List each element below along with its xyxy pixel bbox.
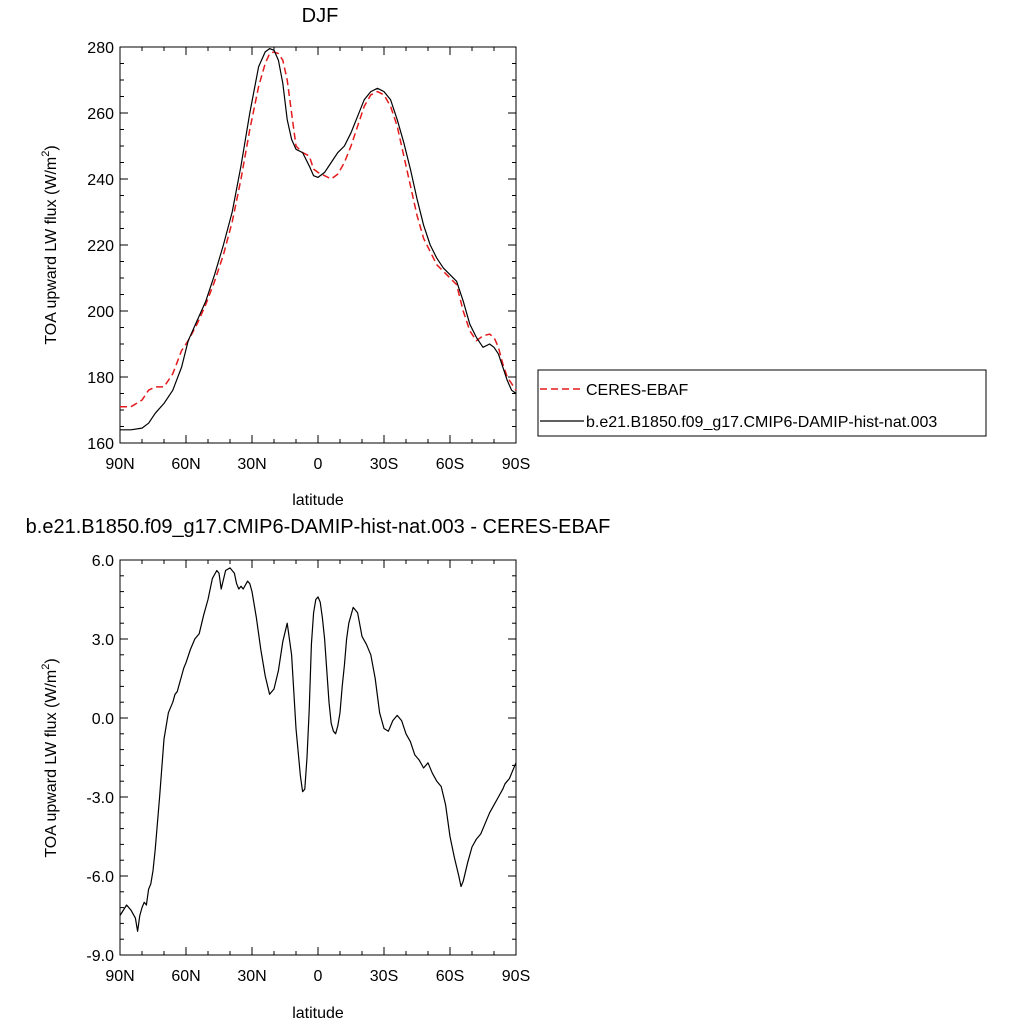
chart-bottom-xtick-label: 90N (105, 968, 134, 985)
chart-bottom-ylabel-main: TOA upward LW flux (W/m (43, 670, 60, 858)
chart-bottom-ylabel: TOA upward LW flux (W/m2) (40, 658, 60, 857)
chart-top-xtick-label: 30S (370, 456, 398, 473)
chart-bottom-xtick-label: 60N (171, 968, 200, 985)
chart-top-ytick-label: 240 (87, 172, 114, 189)
chart-top-xtick-label: 90N (105, 456, 134, 473)
chart-top-ytick-label: 260 (87, 106, 114, 123)
chart-top-ylabel-sup: 2 (40, 151, 52, 157)
chart-top-ytick-label: 160 (87, 436, 114, 453)
chart-bottom-frame (119, 559, 517, 956)
legend-label-ceres: CERES-EBAF (586, 382, 688, 399)
chart-top-xtick-label: 30N (237, 456, 266, 473)
chart-top-plot: 160 180 200 220 240 260 280 90N 60N 30N 0 30S 60S 90S (87, 40, 530, 473)
chart-bottom: b.e21.B1850.f09_g17.CMIP6-DAMIP-hist-nat… (26, 516, 611, 1022)
chart-bottom-xtick-label: 60S (436, 968, 464, 985)
chart-bottom-ytick-label: -6.0 (86, 869, 114, 886)
chart-bottom-xtick-label: 90S (502, 968, 530, 985)
chart-top-xtick-label: 60S (436, 456, 464, 473)
chart-bottom-plot: -9.0 -6.0 -3.0 0.0 3.0 6.0 90N 60N 30N 0 30S 60S 90S (86, 553, 530, 985)
legend-label-model: b.e21.B1850.f09_g17.CMIP6-DAMIP-hist-nat… (586, 414, 937, 431)
chart-bottom-ylabel-sup: 2 (40, 664, 52, 670)
chart-top-ylabel-main: TOA upward LW flux (W/m (43, 157, 60, 345)
chart-bottom-ytick-label: 6.0 (92, 553, 114, 570)
chart-bottom-ytick-label: -3.0 (86, 790, 114, 807)
chart-top-xtick-label: 60N (171, 456, 200, 473)
chart-top-ytick-label: 180 (87, 370, 114, 387)
chart-bottom-ytick-label: 3.0 (92, 632, 114, 649)
chart-top-ytick-label: 280 (87, 40, 114, 57)
chart-top-xtick-label: 90S (502, 456, 530, 473)
chart-top-ytick-label: 220 (87, 238, 114, 255)
chart-top-series-1-line (120, 47, 517, 431)
chart-bottom-title: b.e21.B1850.f09_g17.CMIP6-DAMIP-hist-nat… (26, 516, 611, 538)
chart-bottom-xtick-label: 0 (314, 968, 323, 985)
chart-top-ylabel-end: ) (43, 145, 60, 150)
chart-top: DJF 160 180 200 220 240 260 280 90N 60N 30N 0 30S 60… (40, 5, 530, 509)
chart-bottom-ylabel-end: ) (43, 658, 60, 663)
chart-top-frame (119, 46, 517, 444)
chart-top-title: DJF (302, 5, 339, 27)
chart-top-ylabel: TOA upward LW flux (W/m2) (40, 145, 60, 344)
chart-bottom-ytick-label: -9.0 (86, 948, 114, 965)
chart-bottom-xlabel: latitude (292, 1005, 344, 1022)
chart-bottom-series-0-line (119, 567, 517, 932)
chart-top-xlabel: latitude (292, 492, 344, 509)
legend-box (537, 369, 987, 437)
chart-top-ytick-label: 200 (87, 304, 114, 321)
legend: CERES-EBAF b.e21.B1850.f09_g17.CMIP6-DAM… (537, 369, 987, 437)
chart-bottom-ytick-label: 0.0 (92, 711, 114, 728)
chart-top-xtick-label: 0 (314, 456, 323, 473)
chart-bottom-xtick-label: 30N (237, 968, 266, 985)
chart-bottom-xtick-label: 30S (370, 968, 398, 985)
chart-top-series-0-line (120, 51, 517, 408)
